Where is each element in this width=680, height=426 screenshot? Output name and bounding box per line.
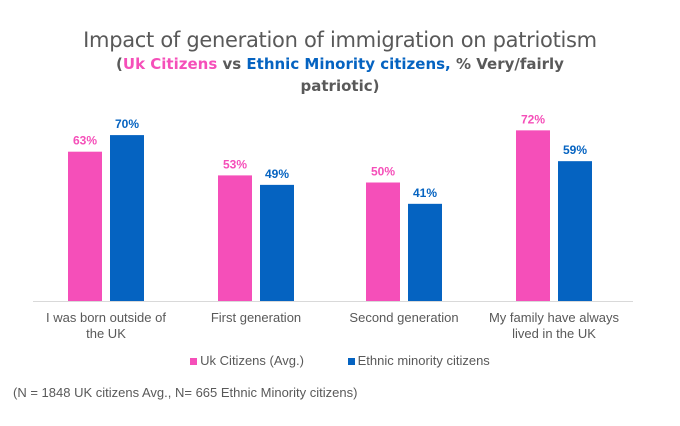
data-label: 50% — [371, 165, 395, 179]
category-label: First generation — [211, 310, 301, 325]
legend-item-uk: Uk Citizens (Avg.) — [190, 353, 304, 368]
data-label: 72% — [521, 112, 545, 126]
legend-item-ethnic: Ethnic minority citizens — [347, 353, 490, 368]
subtitle-paren: ( — [116, 55, 123, 73]
bar-uk-0 — [68, 151, 102, 301]
chart-subtitle: (Uk Citizens vs Ethnic Minority citizens… — [110, 53, 570, 97]
category-label: lived in the UK — [512, 326, 596, 341]
legend-label-ethnic: Ethnic minority citizens — [357, 353, 490, 368]
bar-uk-2 — [366, 182, 400, 301]
data-label: 59% — [563, 143, 587, 157]
legend-swatch-ethnic — [347, 358, 355, 365]
data-label: 63% — [73, 134, 97, 148]
category-label: Second generation — [349, 310, 458, 325]
bar-ethnic-2 — [408, 203, 442, 301]
category-label: the UK — [86, 326, 126, 341]
bar-uk-3 — [516, 130, 550, 301]
bar-ethnic-1 — [260, 184, 294, 301]
category-label: My family have always — [489, 310, 620, 325]
bar-ethnic-0 — [110, 135, 144, 301]
bar-uk-1 — [218, 175, 252, 301]
subtitle-uk: Uk Citizens — [122, 55, 218, 73]
chart-title: Impact of generation of immigration on p… — [83, 28, 597, 52]
sample-size-note: (N = 1848 UK citizens Avg., N= 665 Ethni… — [13, 385, 358, 400]
bar-ethnic-3 — [558, 161, 592, 301]
category-label: I was born outside of — [46, 310, 166, 325]
data-label: 70% — [115, 117, 139, 131]
legend-label-uk: Uk Citizens (Avg.) — [200, 353, 304, 368]
legend-swatch-uk — [190, 358, 198, 365]
data-label: 49% — [265, 167, 289, 181]
subtitle-ethnic: Ethnic Minority citizens, — [246, 55, 451, 73]
data-label: 53% — [223, 157, 247, 171]
subtitle-rest: % Very/fairly patriotic) — [300, 55, 564, 95]
subtitle-vs: vs — [217, 55, 247, 73]
data-label: 41% — [413, 186, 437, 200]
legend: Uk Citizens (Avg.) Ethnic minority citiz… — [0, 353, 680, 368]
